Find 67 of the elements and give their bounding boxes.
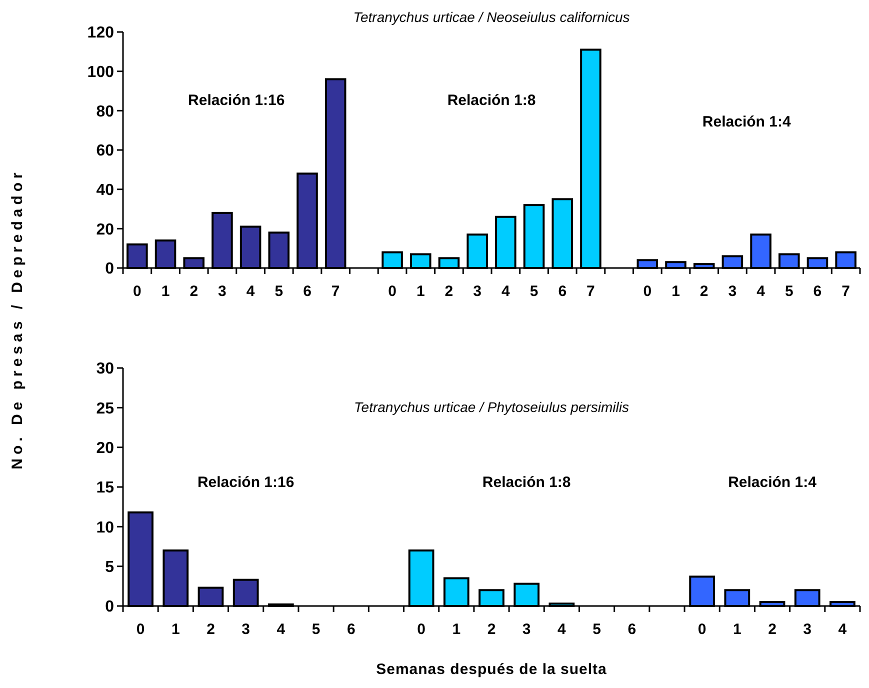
y-tick-label: 80	[96, 103, 114, 120]
annotation: Relación 1:8	[482, 474, 571, 491]
y-tick-label: 20	[96, 440, 114, 457]
y-tick-label: 10	[96, 519, 114, 536]
x-tick-label: 3	[473, 283, 482, 300]
y-tick-label: 20	[96, 221, 114, 238]
x-tick-label: 2	[768, 621, 776, 638]
y-tick-label: 40	[96, 182, 114, 199]
x-tick-label: 3	[242, 621, 250, 638]
x-tick-label: 1	[672, 283, 680, 300]
x-tick-label: 7	[842, 283, 850, 300]
x-tick-label: 5	[312, 621, 320, 638]
x-tick-label: 1	[732, 621, 742, 638]
x-tick-label: 0	[133, 283, 142, 300]
x-tick-label: 6	[813, 283, 822, 300]
x-tick-label: 4	[502, 283, 510, 300]
y-axis-title: No. De presas / Depredador	[9, 168, 26, 470]
x-tick-label: 0	[643, 283, 652, 300]
x-tick-label: 4	[838, 621, 848, 638]
annotation: Relación 1:8	[447, 92, 536, 110]
y-tick-label: 30	[96, 360, 114, 378]
x-tick-label: 4	[558, 621, 567, 638]
x-tick-label: 6	[303, 283, 312, 300]
annotation: Relación 1:16	[188, 92, 285, 110]
x-tick-label: 4	[246, 283, 256, 300]
x-tick-label: 1	[416, 283, 425, 300]
x-tick-label: 3	[803, 621, 812, 638]
text: Tetranychus urticae / Phytoseiulus persimilis	[354, 399, 629, 415]
x-tick-label: 2	[444, 283, 454, 300]
x-tick-label: 1	[161, 283, 170, 300]
x-tick-label: 5	[274, 283, 284, 300]
annotation: Relación 1:4	[702, 113, 792, 130]
x-tick-label: 7	[586, 283, 595, 300]
x-tick-label: 2	[190, 283, 198, 300]
y-tick-label: 0	[105, 260, 114, 278]
chart-title: Tetranychus urticae / Neoseiulus californicus	[353, 9, 630, 25]
x-tick-label: 3	[728, 283, 737, 300]
x-tick-label: 4	[276, 621, 286, 638]
x-tick-label: 5	[530, 283, 538, 300]
x-tick-label: 0	[698, 621, 706, 638]
x-tick-label: 6	[558, 283, 567, 300]
x-tick-label: 5	[784, 283, 794, 300]
x-tick-label: 3	[218, 283, 226, 300]
x-tick-label: 3	[522, 621, 531, 638]
x-tick-label: 0	[417, 621, 426, 638]
annotation: Relación 1:4	[728, 474, 818, 491]
x-tick-label: 1	[171, 621, 180, 638]
y-tick-label: 100	[87, 64, 114, 81]
y-tick-label: 0	[105, 598, 114, 616]
y-tick-label: 5	[105, 558, 114, 576]
y-tick-label: 120	[87, 24, 114, 42]
x-tick-label: 0	[136, 621, 145, 638]
x-tick-label: 0	[388, 283, 396, 300]
annotation: Relación 1:16	[197, 474, 294, 491]
x-tick-label: 7	[331, 283, 340, 300]
x-tick-label: 2	[487, 621, 496, 638]
x-tick-label: 2	[700, 283, 708, 300]
x-axis-title: Semanas después de la suelta	[376, 661, 608, 678]
x-tick-label: 1	[452, 621, 461, 638]
x-tick-label: 6	[346, 621, 356, 638]
y-tick-label: 25	[96, 400, 114, 418]
x-tick-label: 6	[628, 621, 636, 638]
x-tick-label: 4	[756, 283, 766, 300]
y-tick-label: 15	[96, 480, 114, 497]
x-tick-label: 2	[206, 621, 215, 638]
x-tick-label: 5	[592, 621, 601, 638]
y-tick-label: 60	[96, 142, 114, 160]
